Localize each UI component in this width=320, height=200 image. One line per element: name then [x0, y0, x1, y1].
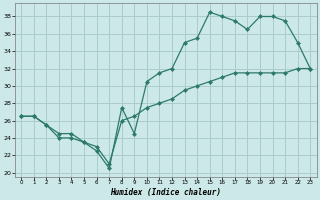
X-axis label: Humidex (Indice chaleur): Humidex (Indice chaleur) — [110, 188, 221, 197]
